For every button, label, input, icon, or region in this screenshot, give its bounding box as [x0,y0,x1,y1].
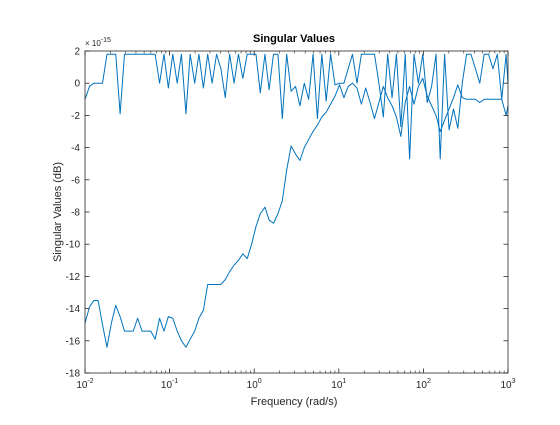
y-tick-label: -16 [66,336,81,347]
x-tick-label-exponent: -2 [87,378,93,385]
x-tick-label-base: 10 [500,380,512,391]
x-tick-label: 103 [500,378,515,391]
y-tick-label: -8 [71,208,80,219]
y-tick-label: -12 [66,272,81,283]
plot-area [85,51,508,373]
y-tick-label: 2 [74,47,80,58]
y-tick-label: -6 [71,175,80,186]
x-axis-label: Frequency (rad/s) [251,396,338,408]
y-axis-label: Singular Values (dB) [52,162,64,262]
x-tick-label: 100 [247,378,262,391]
x-tick-label-exponent: -1 [172,378,178,385]
x-tick-label-exponent: 3 [512,378,516,385]
y-multiplier-base: × 10 [85,39,101,48]
x-tick-label-exponent: 1 [342,378,346,385]
series-line-2 [84,53,509,160]
y-tick-label: 0 [74,79,80,90]
y-tick-label: -4 [71,143,80,154]
x-tick-label-exponent: 0 [258,378,262,385]
y-axis-multiplier: × 10-15 [85,37,111,48]
chart-title: Singular Values [253,33,335,45]
x-tick-label-base: 10 [331,380,343,391]
x-tick-label-base: 10 [76,380,88,391]
y-tick-label: -14 [66,304,81,315]
y-tick-label: -2 [71,111,80,122]
y-multiplier-exponent: -15 [101,37,111,44]
x-tick-label: 101 [331,378,346,391]
x-tick-label-exponent: 2 [427,378,431,385]
x-tick-label-base: 10 [416,380,428,391]
x-tick-label: 10-2 [76,378,93,391]
y-tick-label: -10 [66,240,81,251]
series-layer [84,53,509,348]
x-axis-ticks: 10-2 10-1 100 101 102 103 [76,51,516,391]
x-tick-label-base: 10 [247,380,259,391]
series-line-1 [84,77,509,348]
x-tick-label: 10-1 [161,378,178,391]
x-tick-label: 102 [416,378,431,391]
y-tick-label: -18 [66,369,81,380]
y-axis-ticks: -18 -16 -14 -12 -10 -8 -6 -4 -2 0 2 [66,47,508,380]
x-tick-label-base: 10 [161,380,173,391]
